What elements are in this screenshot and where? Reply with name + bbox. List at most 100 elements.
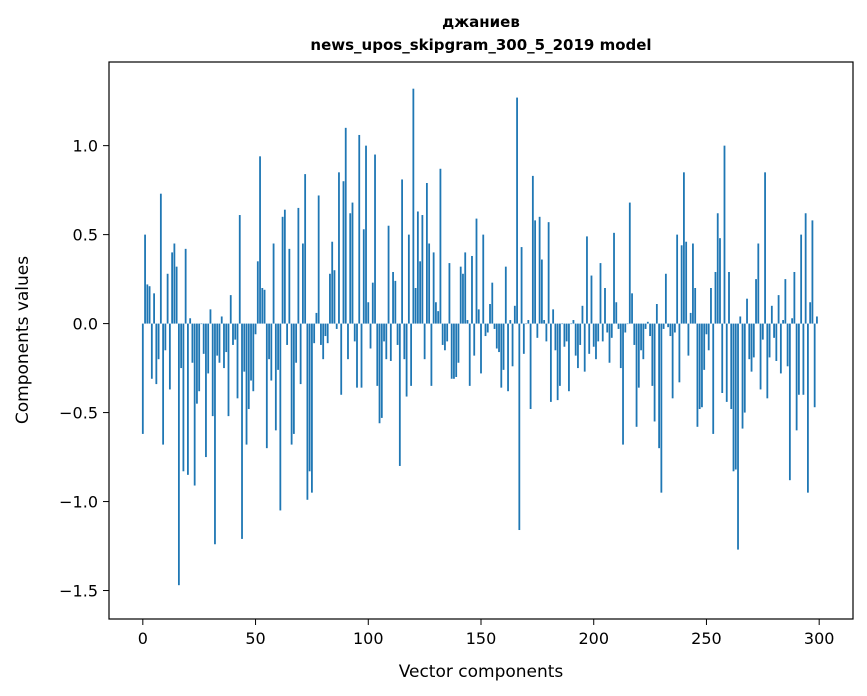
bar-component-261 [730,323,733,410]
bar-component-26 [200,323,203,325]
bar-component-287 [788,323,791,481]
bar-component-266 [741,323,744,429]
bar-component-294 [804,213,807,324]
bar-component-222 [642,323,645,360]
bar-component-179 [545,323,548,342]
bar-component-89 [342,181,345,324]
bar-component-49 [252,323,255,392]
bar-component-124 [421,215,424,324]
bar-component-76 [313,323,316,344]
bar-component-8 [159,193,162,324]
bar-component-249 [703,323,706,370]
x-tick-label: 250 [691,629,722,648]
bar-component-206 [606,323,609,333]
bar-component-19 [184,248,187,324]
bar-component-282 [777,295,780,324]
bar-component-291 [797,323,800,395]
bar-component-62 [281,216,284,324]
bar-component-103 [374,154,376,324]
bar-component-267 [743,323,746,413]
bar-component-79 [320,323,322,345]
bar-component-230 [660,323,663,493]
bar-component-233 [667,323,670,328]
bar-component-220 [637,323,640,388]
bar-component-262 [732,323,735,472]
bar-component-182 [552,309,555,324]
bar-component-134 [444,323,446,351]
bar-component-255 [716,213,719,324]
bar-component-197 [586,236,588,324]
bar-component-209 [613,232,615,324]
bar-component-9 [162,323,165,445]
bar-component-63 [283,209,286,324]
bar-component-127 [428,243,431,324]
bar-component-203 [599,263,602,324]
bar-component-263 [734,323,737,470]
bar-component-41 [234,323,237,340]
bar-component-113 [396,323,399,345]
bar-component-144 [466,320,469,324]
bar-component-99 [365,145,367,324]
bar-component-260 [728,271,730,324]
bar-component-59 [274,323,277,431]
bar-component-25 [198,323,201,392]
bar-component-55 [265,323,268,449]
bar-component-73 [306,323,309,500]
bar-component-151 [482,234,485,324]
bar-component-231 [662,323,665,329]
y-tick-label: −1.5 [59,582,98,601]
bar-component-37 [225,323,228,353]
bar-component-234 [669,323,672,337]
bar-component-90 [344,127,347,324]
bar-component-164 [511,323,514,367]
bar-component-226 [651,323,654,386]
bar-component-95 [356,323,358,388]
bar-component-87 [338,172,340,324]
bar-component-81 [324,323,327,337]
bar-component-71 [301,243,304,324]
bar-component-269 [748,323,751,360]
bar-component-163 [509,320,512,324]
y-axis-ticks: −1.5 −1.0 −0.5 0.0 0.5 1.0 [59,137,109,601]
bar-component-60 [277,323,279,370]
bar-component-7 [157,323,160,360]
bar-component-227 [653,323,656,422]
bar-component-121 [414,288,417,324]
bar-component-61 [279,323,282,511]
bar-component-85 [333,270,336,324]
bar-component-195 [581,305,584,324]
bar-component-171 [527,320,530,324]
bar-component-18 [182,323,185,472]
bar-component-104 [376,323,379,386]
bar-component-238 [678,323,681,383]
bar-component-83 [329,273,331,324]
bar-component-191 [572,320,575,324]
bar-component-3 [148,286,151,324]
bar-component-279 [770,305,773,324]
bar-component-202 [597,323,600,342]
x-tick-label: 50 [245,629,265,648]
bar-component-56 [268,323,270,360]
bar-component-75 [311,323,313,493]
bar-component-33 [216,323,219,356]
bar-component-158 [498,323,500,353]
bar-component-70 [299,323,302,385]
bar-component-32 [214,323,216,545]
bar-component-148 [475,218,478,324]
bar-component-161 [504,266,507,324]
bar-component-58 [272,243,275,324]
bar-component-208 [610,323,613,338]
bar-component-105 [378,323,381,424]
bar-component-17 [180,323,183,369]
bar-component-2 [146,284,149,324]
bar-component-252 [710,288,712,324]
bar-component-154 [489,304,491,324]
x-tick-label: 300 [804,629,835,648]
bar-component-94 [353,323,356,342]
bar-component-5 [153,293,155,324]
bar-component-219 [635,323,638,427]
bar-component-47 [247,323,250,410]
bar-component-102 [371,282,374,324]
bar-component-273 [757,243,760,324]
bar-component-146 [471,255,473,324]
